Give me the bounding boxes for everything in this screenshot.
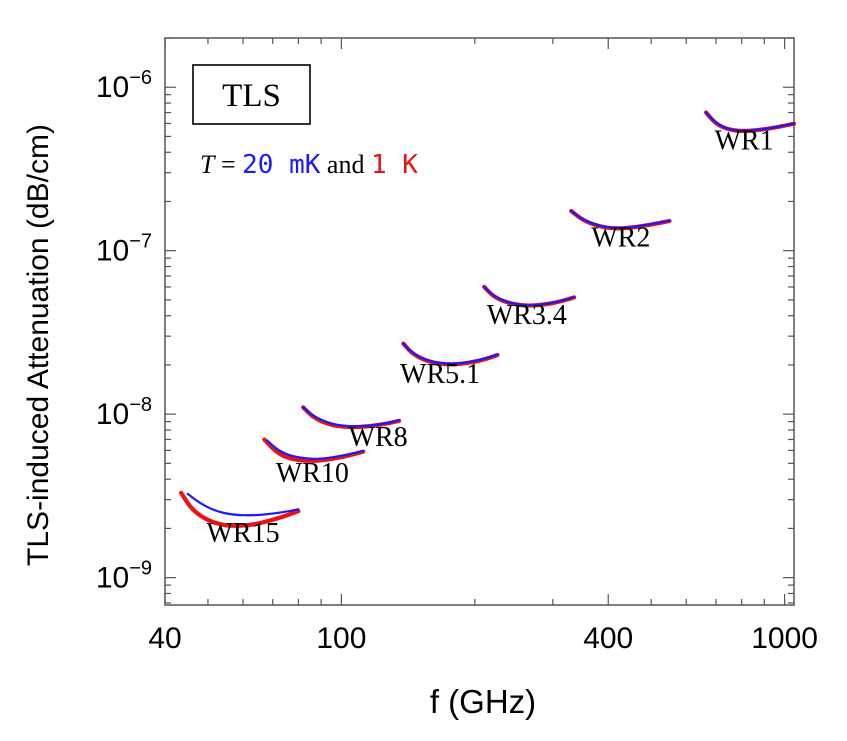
x-tick-label: 40 xyxy=(148,622,181,655)
band-label-wr15: WR15 xyxy=(206,518,279,549)
band-label-wr10: WR10 xyxy=(276,458,349,489)
y-tick-label: 10−6 xyxy=(96,67,152,104)
x-tick-label: 400 xyxy=(583,622,633,655)
curve-wr10-20mk xyxy=(266,439,365,460)
series-20mk xyxy=(186,111,796,517)
x-tick-label: 1000 xyxy=(751,622,818,655)
plot-frame xyxy=(164,37,795,606)
band-label-wr2: WR2 xyxy=(591,223,650,254)
y-axis-title: TLS-induced Attenuation (dB/cm) xyxy=(22,124,55,566)
band-label-wr3-4: WR3.4 xyxy=(487,300,567,331)
curve-wr15-1k xyxy=(179,490,301,528)
axis-ticks xyxy=(164,37,794,605)
curve-wr15-20mk xyxy=(186,492,300,517)
curve-wr5-1-20mk xyxy=(402,342,499,365)
curve-wr3-4-20mk xyxy=(483,285,576,307)
y-tick-label: 10−7 xyxy=(96,231,152,268)
x-axis-title: f (GHz) xyxy=(430,683,536,720)
curve-wr8-20mk xyxy=(302,406,401,428)
series-layer xyxy=(179,110,797,528)
band-label-wr5-1: WR5.1 xyxy=(400,359,480,390)
curve-wr1-20mk xyxy=(705,111,796,132)
y-tick-label: 10−8 xyxy=(96,394,152,431)
legend-series-2: 1 K xyxy=(371,150,418,180)
curve-wr10-1k xyxy=(262,437,366,463)
y-tick-label: 10−9 xyxy=(96,558,152,595)
legend-series-1: 20 mK xyxy=(242,150,321,180)
legend-box-label: TLS xyxy=(222,78,281,114)
x-tick-label: 100 xyxy=(316,622,366,655)
band-label-wr1: WR1 xyxy=(714,126,773,157)
curve-wr2-20mk xyxy=(570,209,671,229)
legend-equals: = xyxy=(214,150,242,179)
band-label-wr8: WR8 xyxy=(349,422,408,453)
legend-prefix: T xyxy=(200,150,216,179)
legend-conjunction: and xyxy=(320,150,371,179)
tick-labels: 40 100 400 1000 10−9 10−8 10−7 10−6 xyxy=(96,67,818,655)
temperature-legend: T = 20 mK and 1 K xyxy=(200,150,418,180)
legend-box xyxy=(192,64,311,125)
